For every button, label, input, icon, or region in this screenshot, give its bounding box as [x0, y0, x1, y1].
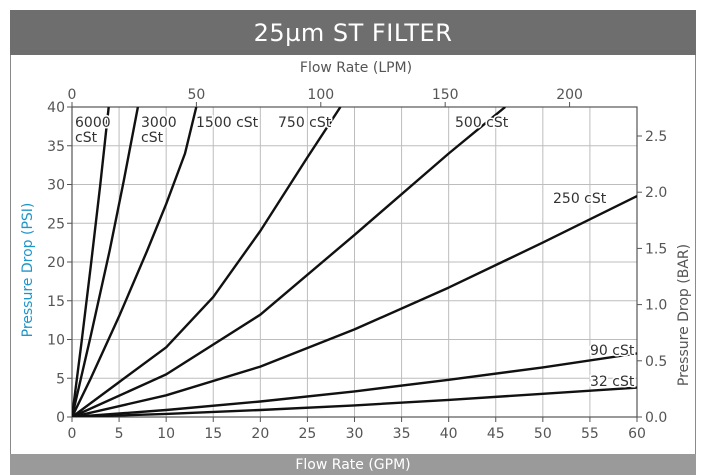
x-tick-label: 35 [393, 426, 411, 442]
series-label: 250 cSt [553, 191, 607, 207]
series-label: 6000 [75, 115, 111, 131]
y-tick-label: 10 [47, 333, 65, 349]
y-tick-label: 0 [56, 410, 65, 426]
x2-tick-label: 150 [432, 87, 459, 103]
x2-tick-label: 100 [307, 87, 334, 103]
y-tick-label: 15 [47, 294, 65, 310]
x-tick-label: 25 [299, 426, 317, 442]
x-tick-label: 30 [346, 426, 364, 442]
series-lines [72, 107, 637, 417]
series-line [72, 107, 140, 417]
right-axis-title: Pressure Drop (BAR) [676, 244, 692, 386]
x-tick-label: 45 [487, 426, 505, 442]
series-label: cSt [75, 130, 98, 146]
x2-tick-label: 200 [556, 87, 583, 103]
series-line [72, 195, 637, 417]
top-axis-title: Flow Rate (LPM) [300, 60, 412, 76]
y2-tick-label: 2.0 [645, 185, 667, 201]
series-label: 90 cSt [590, 343, 635, 359]
y2-tick-label: 1.0 [645, 298, 667, 314]
x-tick-label: 40 [440, 426, 458, 442]
y2-tick-label: 0.0 [645, 410, 667, 426]
series-line [72, 107, 198, 417]
x-tick-label: 15 [204, 426, 222, 442]
grid [71, 106, 638, 418]
series-label: 1500 cSt [196, 115, 259, 131]
y2-tick-label: 2.5 [645, 129, 667, 145]
series-line [72, 386, 637, 417]
x-axis-title-bar: Flow Rate (GPM) [10, 454, 696, 475]
x-tick-label: 60 [628, 426, 646, 442]
pressure-drop-chart: 0 5 10 15 20 25 30 35 40 45 50 55 60 0 5 10 15 20 25 30 35 40… [20, 60, 692, 442]
y-tick-label: 35 [47, 139, 65, 155]
y2-tick-label: 1.5 [645, 241, 667, 257]
series-label: cSt [141, 130, 164, 146]
series-line [72, 107, 506, 417]
series-label: 500 cSt [455, 115, 509, 131]
y-tick-label: 40 [47, 100, 65, 116]
x-tick-label: 20 [251, 426, 269, 442]
series-label: 3000 [141, 115, 177, 131]
chart-title-bar: 25µm ST FILTER [10, 10, 696, 55]
x-tick-label: 55 [581, 426, 599, 442]
chart-title: 25µm ST FILTER [253, 18, 453, 47]
y-tick-label: 20 [47, 255, 65, 271]
x2-tick-label: 0 [68, 87, 77, 103]
y-tick-label: 30 [47, 178, 65, 194]
chart-area: 0 5 10 15 20 25 30 35 40 45 50 55 60 0 5 10 15 20 25 30 35 40… [10, 55, 696, 454]
x-tick-label: 5 [115, 426, 124, 442]
x-tick-label: 50 [534, 426, 552, 442]
x-tick-label: 0 [68, 426, 77, 442]
y2-tick-label: 0.5 [645, 354, 667, 370]
axes: 0 5 10 15 20 25 30 35 40 45 50 55 60 0 5 10 15 20 25 30 35 40… [47, 87, 667, 442]
x2-tick-label: 50 [187, 87, 205, 103]
series-line [72, 107, 110, 417]
bottom-axis-title: Flow Rate (GPM) [295, 456, 411, 473]
series-line [72, 107, 342, 417]
series-label: 32 cSt [590, 374, 635, 390]
left-axis-title: Pressure Drop (PSI) [20, 203, 36, 338]
y-tick-label: 5 [56, 371, 65, 387]
series-line [72, 352, 637, 417]
series-label: 750 cSt [278, 115, 332, 131]
x-tick-label: 10 [157, 426, 175, 442]
y-tick-label: 25 [47, 216, 65, 232]
